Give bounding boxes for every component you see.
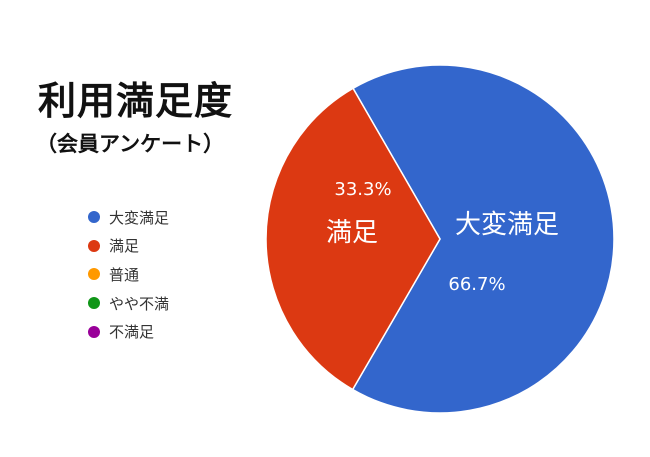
chart-title: 利用満足度 xyxy=(38,78,234,123)
legend-item[interactable]: 不満足 xyxy=(88,317,169,346)
legend-swatch xyxy=(88,268,100,281)
legend-item[interactable]: やや不満 xyxy=(88,289,169,318)
legend-swatch xyxy=(88,211,100,224)
slice-name-label: 満足 xyxy=(326,218,378,248)
legend-item[interactable]: 普通 xyxy=(88,260,169,289)
legend-swatch xyxy=(88,297,100,310)
legend-label: 大変満足 xyxy=(109,208,170,227)
legend-label: やや不満 xyxy=(109,294,170,313)
pie-slice[interactable] xyxy=(351,64,615,414)
slice-value-label: 33.3% xyxy=(334,179,391,200)
legend-label: 普通 xyxy=(109,265,140,284)
legend-swatch xyxy=(88,239,100,252)
legend-item[interactable]: 大変満足 xyxy=(88,203,169,232)
legend-swatch xyxy=(88,325,100,338)
legend: 大変満足 満足 普通 やや不満 不満足 xyxy=(88,203,169,346)
legend-item[interactable]: 満足 xyxy=(88,232,169,261)
chart-subtitle: （会員アンケート） xyxy=(36,131,225,156)
legend-label: 満足 xyxy=(109,237,140,256)
pie-slice[interactable] xyxy=(265,87,441,391)
slice-name-label: 大変満足 xyxy=(455,210,559,240)
legend-label: 不満足 xyxy=(109,323,155,342)
slice-value-label: 66.7% xyxy=(448,274,505,295)
